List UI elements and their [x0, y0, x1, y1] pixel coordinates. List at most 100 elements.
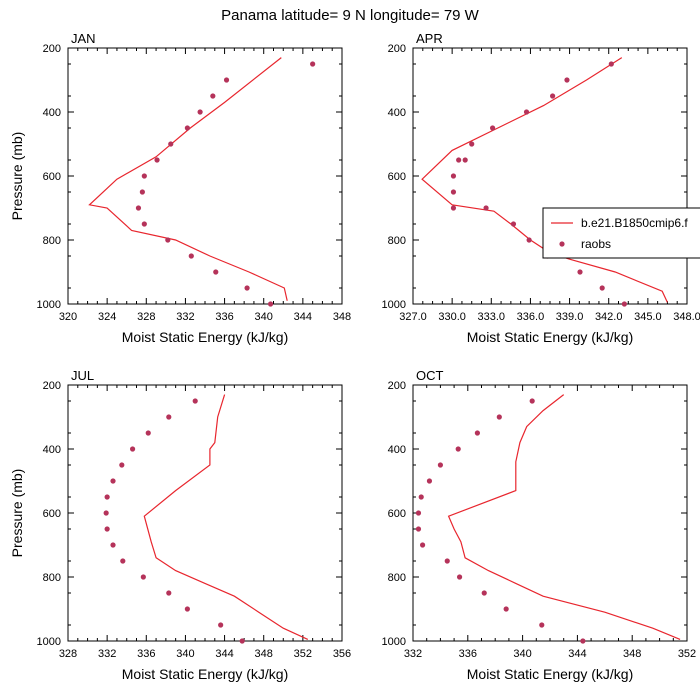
x-tick-label: 352: [294, 648, 312, 660]
x-tick-label: 344: [215, 648, 233, 660]
figure-title: Panama latitude= 9 N longitude= 79 W: [221, 7, 480, 24]
x-tick-label: 340: [255, 311, 273, 323]
y-tick-label: 200: [388, 43, 406, 55]
raobs-point: [450, 205, 457, 211]
raobs-point: [184, 606, 190, 612]
raobs-point: [192, 398, 198, 404]
x-tick-label: 352: [678, 648, 696, 660]
x-tick-label: 348.0: [673, 311, 700, 323]
raobs-point: [577, 269, 583, 275]
raobs-point: [469, 141, 475, 147]
y-tick-label: 600: [43, 171, 61, 183]
y-axis-label: Pressure (mb): [9, 132, 25, 221]
raobs-point: [510, 221, 517, 227]
raobs-point: [529, 398, 535, 404]
panel-jan: 320 324 328 332 336 340 344 348 200 400 600 800 1000…: [9, 31, 351, 345]
raobs-point: [210, 93, 216, 99]
x-tick-label: 348: [333, 311, 351, 323]
raobs-point: [437, 462, 443, 468]
x-tick-label: 328: [59, 648, 77, 660]
panel-title: JUL: [71, 368, 94, 383]
x-tick-label: 336: [459, 648, 477, 660]
x-tick-label: 340: [513, 648, 531, 660]
raobs-point: [197, 109, 203, 115]
x-tick-label: 339.0: [556, 311, 584, 323]
raobs-point: [119, 462, 125, 468]
raobs-point: [110, 542, 116, 548]
y-tick-label: 600: [388, 508, 406, 520]
x-tick-label: 345.0: [634, 311, 662, 323]
plot-frame: [412, 384, 688, 642]
y-tick-label: 400: [43, 107, 61, 119]
panel-title: JAN: [71, 31, 96, 46]
raobs-point: [218, 622, 224, 628]
y-tick-label: 800: [43, 235, 61, 247]
raobs-point: [483, 205, 489, 211]
raobs-point: [550, 93, 556, 99]
legend-obs-label: raobs: [581, 237, 611, 251]
legend-model-label: b.e21.B1850cmip6.f: [581, 216, 688, 230]
x-tick-label: 340: [176, 648, 194, 660]
raobs-point: [154, 157, 160, 163]
x-tick-label: 336: [137, 648, 155, 660]
raobs-point: [580, 638, 586, 644]
x-tick-label: 333.0: [478, 311, 506, 323]
x-tick-label: 324: [98, 311, 116, 323]
x-tick-label: 320: [59, 311, 77, 323]
raobs-point: [239, 638, 245, 644]
legend-point-marker: [559, 241, 565, 247]
raobs-point: [184, 125, 190, 131]
x-tick-label: 328: [137, 311, 155, 323]
x-tick-label: 336: [215, 311, 233, 323]
raobs-point: [444, 558, 450, 564]
y-tick-label: 800: [388, 235, 406, 247]
model-profile-line: [447, 394, 681, 640]
raobs-point: [456, 157, 462, 163]
x-tick-label: 344: [294, 311, 312, 323]
y-tick-label: 400: [43, 444, 61, 456]
raobs-point: [104, 494, 110, 500]
raobs-point: [223, 77, 230, 83]
x-tick-label: 330.0: [438, 311, 466, 323]
raobs-point: [267, 301, 274, 307]
raobs-point: [456, 574, 463, 580]
y-tick-label: 400: [388, 444, 406, 456]
y-tick-label: 600: [388, 171, 406, 183]
x-tick-label: 348: [255, 648, 273, 660]
raobs-point: [462, 157, 468, 163]
x-tick-label: 344: [568, 648, 586, 660]
raobs-point: [564, 77, 570, 83]
x-tick-label: 348: [623, 648, 641, 660]
raobs-point: [103, 510, 109, 516]
raobs-point: [481, 590, 487, 596]
raobs-point: [526, 237, 532, 243]
raobs-point: [141, 221, 147, 227]
y-tick-label: 800: [388, 572, 406, 584]
raobs-point: [450, 173, 457, 179]
y-tick-label: 200: [43, 380, 61, 392]
model-profile-line: [143, 394, 309, 640]
raobs-point: [188, 253, 194, 259]
raobs-point: [608, 61, 614, 67]
y-axis-label: Pressure (mb): [9, 469, 25, 558]
y-tick-label: 200: [388, 380, 406, 392]
plot-frame: [67, 47, 343, 305]
panel-jul: 328 332 336 340 344 348 352 356 200 400 600 800 1000…: [9, 368, 351, 682]
raobs-point: [310, 61, 316, 67]
raobs-point: [213, 269, 219, 275]
panel-oct: 332 336 340 344 348 352 200 400 600 800 1000 OCT Moi…: [382, 368, 697, 682]
model-profile-line: [421, 57, 668, 303]
raobs-point: [145, 430, 151, 436]
raobs-point: [120, 558, 126, 564]
raobs-point: [104, 526, 110, 532]
raobs-point: [110, 478, 116, 484]
model-profile-line: [88, 57, 288, 301]
x-axis-label: Moist Static Energy (kJ/kg): [122, 329, 289, 345]
raobs-point: [503, 606, 509, 612]
raobs-point: [496, 414, 502, 420]
raobs-point: [415, 526, 422, 532]
raobs-point: [523, 109, 530, 115]
raobs-point: [135, 205, 142, 211]
raobs-point: [599, 285, 605, 291]
